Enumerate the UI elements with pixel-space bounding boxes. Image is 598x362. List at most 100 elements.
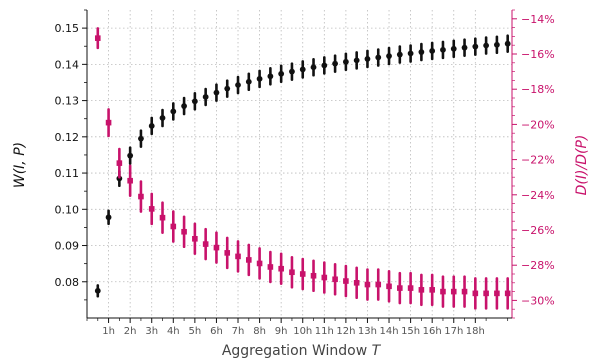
y-tick-label: 0.10 [55,203,80,216]
y-tick-label: 0.15 [55,22,80,35]
data-point [343,278,349,284]
data-point [364,281,371,288]
x-tick-label: 4h [167,326,180,337]
data-point [267,73,274,80]
x-tick-label: 17h [444,326,463,337]
x-tick-label: 5h [189,326,202,337]
marks [94,27,511,310]
data-point [256,260,263,267]
data-point [407,285,414,291]
data-point [396,51,403,58]
y2-tick-label: −24% [521,189,555,202]
x-tick-label: 10h [293,326,312,337]
data-point [321,274,328,281]
y2-tick-label: −16% [521,48,555,61]
data-point [191,98,198,105]
data-point [299,66,306,73]
data-point [342,58,349,65]
data-point [138,193,144,200]
data-point [138,135,144,142]
data-point [278,70,285,77]
data-point [202,241,209,247]
x-axis-title-var: T [372,343,382,359]
data-point [429,287,435,293]
data-point [310,272,317,279]
data-point [494,290,500,297]
axes [82,9,517,323]
data-point [504,290,511,297]
data-point [181,103,187,109]
y-tick-label: 0.14 [55,58,80,71]
data-point [418,287,425,293]
data-point [375,281,382,288]
data-point [148,123,155,129]
data-point [321,62,328,69]
y2-axis-title: D(I)/D(P) [574,135,590,196]
y2-tick-label: −22% [521,154,555,167]
data-point [353,280,360,286]
x-tick-label: 9h [275,326,288,337]
data-point [418,49,425,55]
data-point [170,223,177,230]
x-tick-label: 8h [253,326,266,337]
data-point [148,206,155,212]
x-tick-label: 13h [358,326,377,337]
y2-tick-label: −18% [521,83,555,96]
data-point [94,35,101,41]
labels: 0.08 0.09 0.10 0.11 0.12 0.13 0.14 0.15 −30% −28%… [55,13,555,337]
data-point [472,43,479,50]
data-point [213,244,220,251]
data-point [192,236,198,242]
data-point [105,119,112,126]
data-point [224,85,231,92]
y-tick-label: 0.11 [55,167,80,180]
data-point [202,94,209,100]
data-point [440,288,446,295]
x-tick-label: 11h [315,326,334,337]
x-tick-label: 16h [423,326,442,337]
data-point [299,271,306,277]
y-tick-label: 0.09 [55,240,80,253]
data-point [181,228,187,235]
data-point [386,53,392,59]
data-point [224,250,231,256]
x-tick-label: 7h [232,326,245,337]
data-point [407,50,414,57]
data-point [440,46,446,53]
data-point [289,68,295,75]
data-point [386,283,392,290]
y2-tick-label: −28% [521,259,555,272]
x-tick-label: 6h [210,326,223,337]
data-point [353,57,360,64]
data-point [267,264,274,270]
data-point [278,265,284,272]
x-axis-title-text: Aggregation Window [222,343,372,359]
x-tick-label: 18h [466,326,485,337]
data-point [94,287,101,294]
x-tick-label: 12h [336,326,355,337]
x-tick-label: 14h [379,326,398,337]
data-point [170,108,177,115]
data-point [127,177,133,184]
data-point [397,285,403,291]
y2-tick-label: −26% [521,224,555,237]
x-tick-label: 1h [102,326,115,337]
data-point [483,290,489,297]
y2-tick-label: −30% [521,294,555,307]
data-point [493,41,500,48]
data-point [332,276,338,283]
data-point [450,288,457,295]
data-point [310,64,317,71]
y2-tick-label: −14% [521,13,555,26]
data-point [504,40,511,47]
data-point [116,160,123,166]
data-point [235,253,241,260]
data-point [375,54,382,61]
data-point [159,214,166,221]
y-axis-title: W(I, P) [12,142,28,188]
data-point [127,152,134,159]
y-tick-label: 0.08 [55,276,80,289]
data-point [213,89,220,96]
grid [87,10,512,318]
